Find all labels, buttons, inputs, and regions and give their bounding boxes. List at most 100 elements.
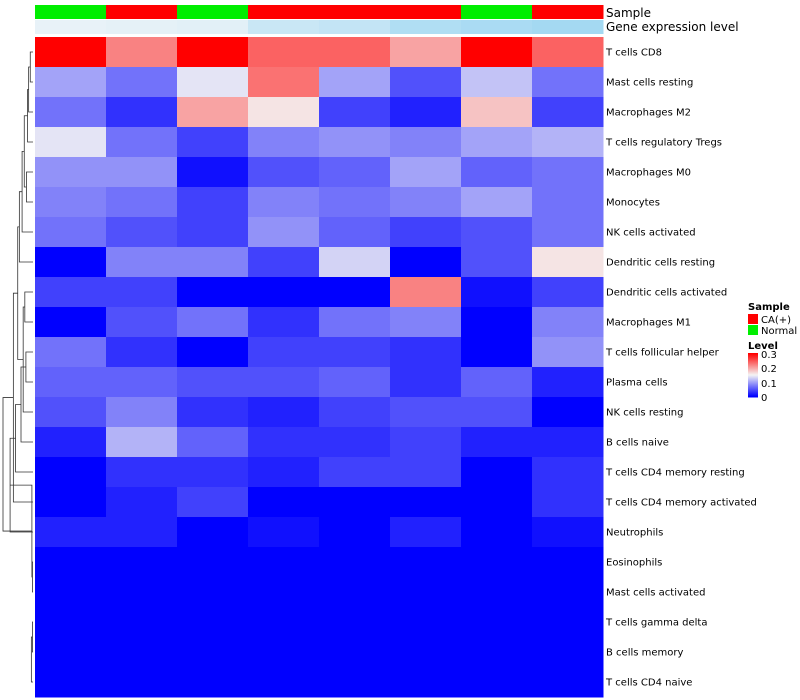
heatmap-cell bbox=[177, 217, 249, 248]
colorbar-step bbox=[748, 356, 758, 358]
heatmap-cell bbox=[106, 37, 178, 68]
heatmap-cell bbox=[461, 277, 533, 308]
colorbar-step bbox=[748, 380, 758, 382]
heatmap-cell bbox=[319, 517, 391, 548]
heatmap-cell bbox=[106, 577, 178, 608]
heatmap-cell bbox=[106, 337, 178, 368]
heatmap-cell bbox=[248, 667, 320, 698]
heatmap-cell bbox=[461, 517, 533, 548]
heatmap-cell bbox=[248, 277, 320, 308]
heatmap-cell bbox=[35, 67, 107, 98]
row-label: T cells CD8 bbox=[605, 48, 662, 59]
heatmap-cell bbox=[532, 427, 604, 458]
colorbar-step bbox=[748, 384, 758, 386]
heatmap-cell bbox=[532, 247, 604, 278]
heatmap-cell bbox=[106, 367, 178, 398]
colorbar-step bbox=[748, 388, 758, 390]
heatmap-cell bbox=[35, 277, 107, 308]
heatmap-cell bbox=[319, 127, 391, 158]
heatmap-cell bbox=[390, 487, 462, 518]
heatmap-cell bbox=[248, 127, 320, 158]
row-label: T cells CD4 naive bbox=[605, 678, 692, 689]
heatmap-cell bbox=[248, 217, 320, 248]
dendrogram-branch bbox=[27, 89, 33, 143]
heatmap-cell bbox=[106, 457, 178, 488]
heatmap-cell bbox=[35, 667, 107, 698]
heatmap-cell bbox=[532, 517, 604, 548]
legend-tick-02: 0.2 bbox=[761, 364, 777, 375]
legend-tick-0: 0 bbox=[761, 393, 767, 404]
heatmap-cell bbox=[106, 217, 178, 248]
heatmap-cell bbox=[35, 337, 107, 368]
legend-tick-03: 0.3 bbox=[761, 350, 777, 361]
colorbar-step bbox=[748, 372, 758, 374]
heatmap-cell bbox=[35, 457, 107, 488]
column-annotations bbox=[35, 5, 604, 34]
heatmap-cell bbox=[461, 337, 533, 368]
heatmap-cell bbox=[248, 457, 320, 488]
heatmap-cell bbox=[532, 307, 604, 338]
annotation-cell-sample bbox=[532, 5, 604, 19]
row-dendrogram bbox=[2, 51, 33, 683]
colorbar-step bbox=[748, 358, 758, 360]
heatmap-cell bbox=[177, 247, 249, 278]
row-label: Plasma cells bbox=[606, 378, 668, 389]
heatmap-cell bbox=[319, 157, 391, 188]
row-label: Dendritic cells activated bbox=[606, 288, 727, 299]
heatmap-cell bbox=[390, 337, 462, 368]
heatmap-cell bbox=[532, 637, 604, 668]
annotation-cell-expression bbox=[319, 20, 391, 34]
heatmap-cell bbox=[390, 127, 462, 158]
heatmap-cell bbox=[390, 577, 462, 608]
heatmap-cell bbox=[532, 607, 604, 638]
dendrogram-branch bbox=[32, 561, 33, 593]
colorbar-step bbox=[748, 361, 758, 363]
heatmap-cell bbox=[35, 307, 107, 338]
heatmap-cell bbox=[106, 247, 178, 278]
heatmap-cell bbox=[248, 307, 320, 338]
colorbar-step bbox=[748, 383, 758, 385]
heatmap-cell bbox=[532, 187, 604, 218]
colorbar-step bbox=[748, 387, 758, 389]
heatmap-cell bbox=[248, 97, 320, 128]
row-label: B cells naive bbox=[606, 438, 669, 449]
row-labels: T cells CD8 Mast cells resting Macrophages… bbox=[605, 48, 757, 689]
annotation-cell-sample bbox=[35, 5, 107, 19]
heatmap-cell bbox=[461, 547, 533, 578]
heatmap-cell bbox=[248, 67, 320, 98]
colorbar-step bbox=[748, 395, 758, 397]
heatmap-cell bbox=[35, 127, 107, 158]
heatmap-cell bbox=[532, 367, 604, 398]
heatmap-cell bbox=[390, 517, 462, 548]
dendrogram-branch bbox=[10, 484, 33, 578]
heatmap-cell bbox=[319, 547, 391, 578]
colorbar-step bbox=[748, 393, 758, 395]
row-label: Monocytes bbox=[606, 198, 660, 209]
heatmap-cell bbox=[106, 277, 178, 308]
heatmap-cell bbox=[319, 457, 391, 488]
colorbar-step bbox=[748, 382, 758, 384]
heatmap-cell bbox=[319, 397, 391, 428]
heatmap-cell bbox=[35, 367, 107, 398]
colorbar-step bbox=[748, 396, 758, 398]
row-label: Macrophages M1 bbox=[606, 318, 691, 329]
heatmap-cell bbox=[35, 97, 107, 128]
heatmap-cell bbox=[177, 547, 249, 578]
heatmap-cell bbox=[35, 187, 107, 218]
heatmap-cell bbox=[35, 217, 107, 248]
colorbar-step bbox=[748, 391, 758, 393]
heatmap-cell bbox=[461, 67, 533, 98]
heatmap-cell bbox=[532, 457, 604, 488]
annotation-cell-sample bbox=[461, 5, 533, 19]
colorbar-step bbox=[748, 368, 758, 370]
heatmap-cell bbox=[248, 157, 320, 188]
colorbar-step bbox=[748, 394, 758, 396]
annotation-cell-expression bbox=[106, 20, 178, 34]
heatmap-cell bbox=[177, 187, 249, 218]
row-label: Neutrophils bbox=[606, 528, 663, 539]
heatmap-cell bbox=[532, 127, 604, 158]
colorbar-step bbox=[748, 353, 758, 355]
heatmap-cell bbox=[390, 277, 462, 308]
heatmap-cell bbox=[390, 367, 462, 398]
heatmap-cell bbox=[106, 607, 178, 638]
